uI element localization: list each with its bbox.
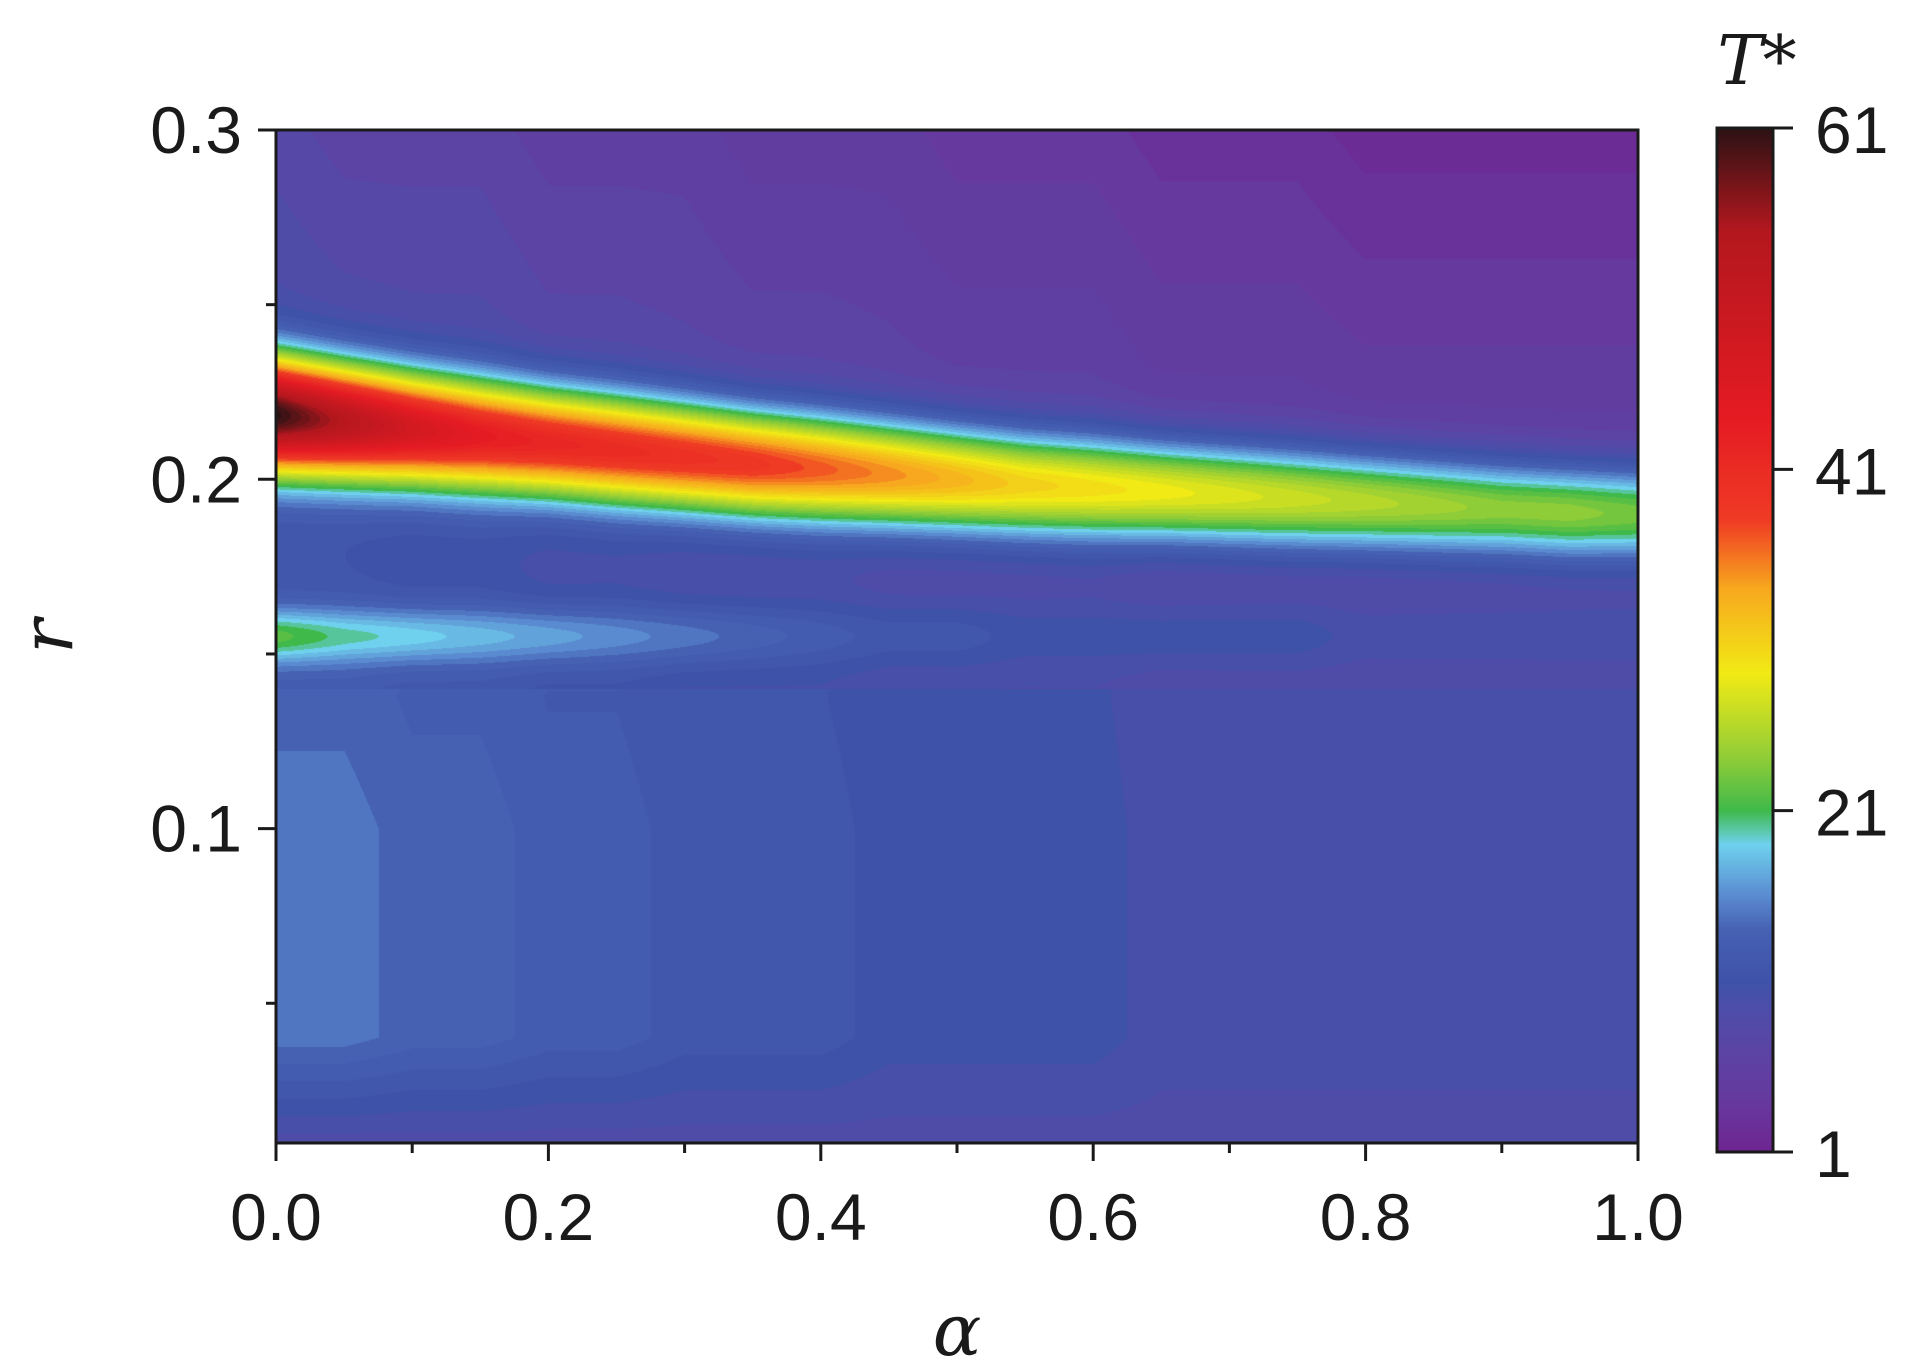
x-tick-label: 0.4 — [775, 1180, 867, 1254]
colorbar-tick-label: 21 — [1815, 776, 1888, 850]
colorbar-tick-label: 41 — [1815, 434, 1888, 508]
x-tick-label: 0.0 — [230, 1180, 322, 1254]
x-axis-label: α — [933, 1288, 982, 1366]
x-tick-label: 0.8 — [1320, 1180, 1412, 1254]
plot-area — [276, 130, 1638, 1143]
y-axis-label: r — [5, 616, 89, 654]
colorbar-tick-label: 61 — [1815, 93, 1888, 167]
colorbar-ticks: 1 21 41 61 — [1773, 93, 1888, 1191]
y-tick-label: 0.2 — [150, 442, 242, 516]
colorbar-tick-label: 1 — [1815, 1117, 1852, 1191]
y-tick-label: 0.3 — [150, 93, 242, 167]
x-axis: 0.0 0.2 0.4 0.6 0.8 1.0 — [230, 1143, 1684, 1254]
x-tick-label: 1.0 — [1592, 1180, 1684, 1254]
colorbar: 1 21 41 61 T* — [1715, 22, 1888, 1191]
colorbar-gradient — [1715, 126, 1775, 1154]
y-tick-label: 0.1 — [150, 792, 242, 866]
x-tick-label: 0.2 — [503, 1180, 595, 1254]
colorbar-label: T* — [1717, 22, 1796, 101]
heatmap-image — [276, 130, 1638, 1143]
x-tick-label: 0.6 — [1047, 1180, 1139, 1254]
y-axis: 0.1 0.2 0.3 — [150, 93, 276, 1005]
